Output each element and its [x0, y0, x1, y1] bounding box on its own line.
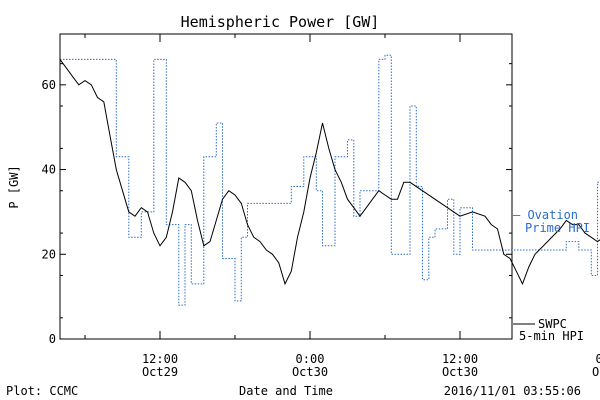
ovation-prime-series-line — [60, 54, 600, 306]
y-axis: 0 20 40 60 — [42, 63, 512, 346]
y-axis-label: P [GW] — [7, 165, 21, 208]
x-tick-date-label: Oct31 — [592, 365, 600, 379]
legend-ovation-line2: Prime HPI — [525, 221, 590, 235]
x-tick-time-label: 0:00 — [596, 352, 600, 366]
x-axis: 12:00Oct290:00Oct3012:00Oct300:00Oct3112… — [84, 34, 600, 379]
x-tick-date-label: Oct30 — [292, 365, 328, 379]
footer-plot-credit: Plot: CCMC — [6, 384, 78, 398]
chart-title: Hemispheric Power [GW] — [181, 13, 380, 31]
legend-swpc: SWPC 5-min HPI — [513, 317, 584, 343]
legend-swpc-line1: SWPC — [538, 317, 567, 331]
legend-swpc-line2: 5-min HPI — [519, 329, 584, 343]
x-tick-time-label: 12:00 — [142, 352, 178, 366]
x-tick-date-label: Oct29 — [142, 365, 178, 379]
footer-timestamp: 2016/11/01 03:55:06 — [444, 384, 581, 398]
y-tick-label: 0 — [49, 332, 56, 346]
plot-frame — [59, 33, 513, 340]
y-tick-label: 40 — [42, 163, 56, 177]
x-axis-label: Date and Time — [239, 384, 333, 398]
x-tick-date-label: Oct30 — [442, 365, 478, 379]
y-tick-label: 20 — [42, 247, 56, 261]
x-tick-time-label: 12:00 — [442, 352, 478, 366]
x-tick-time-label: 0:00 — [296, 352, 325, 366]
y-tick-label: 60 — [42, 78, 56, 92]
legend-ovation: — Ovation Prime HPI — [513, 208, 590, 235]
legend-ovation-line1: — Ovation — [513, 208, 578, 222]
swpc-hpi-series-line — [59, 59, 600, 286]
